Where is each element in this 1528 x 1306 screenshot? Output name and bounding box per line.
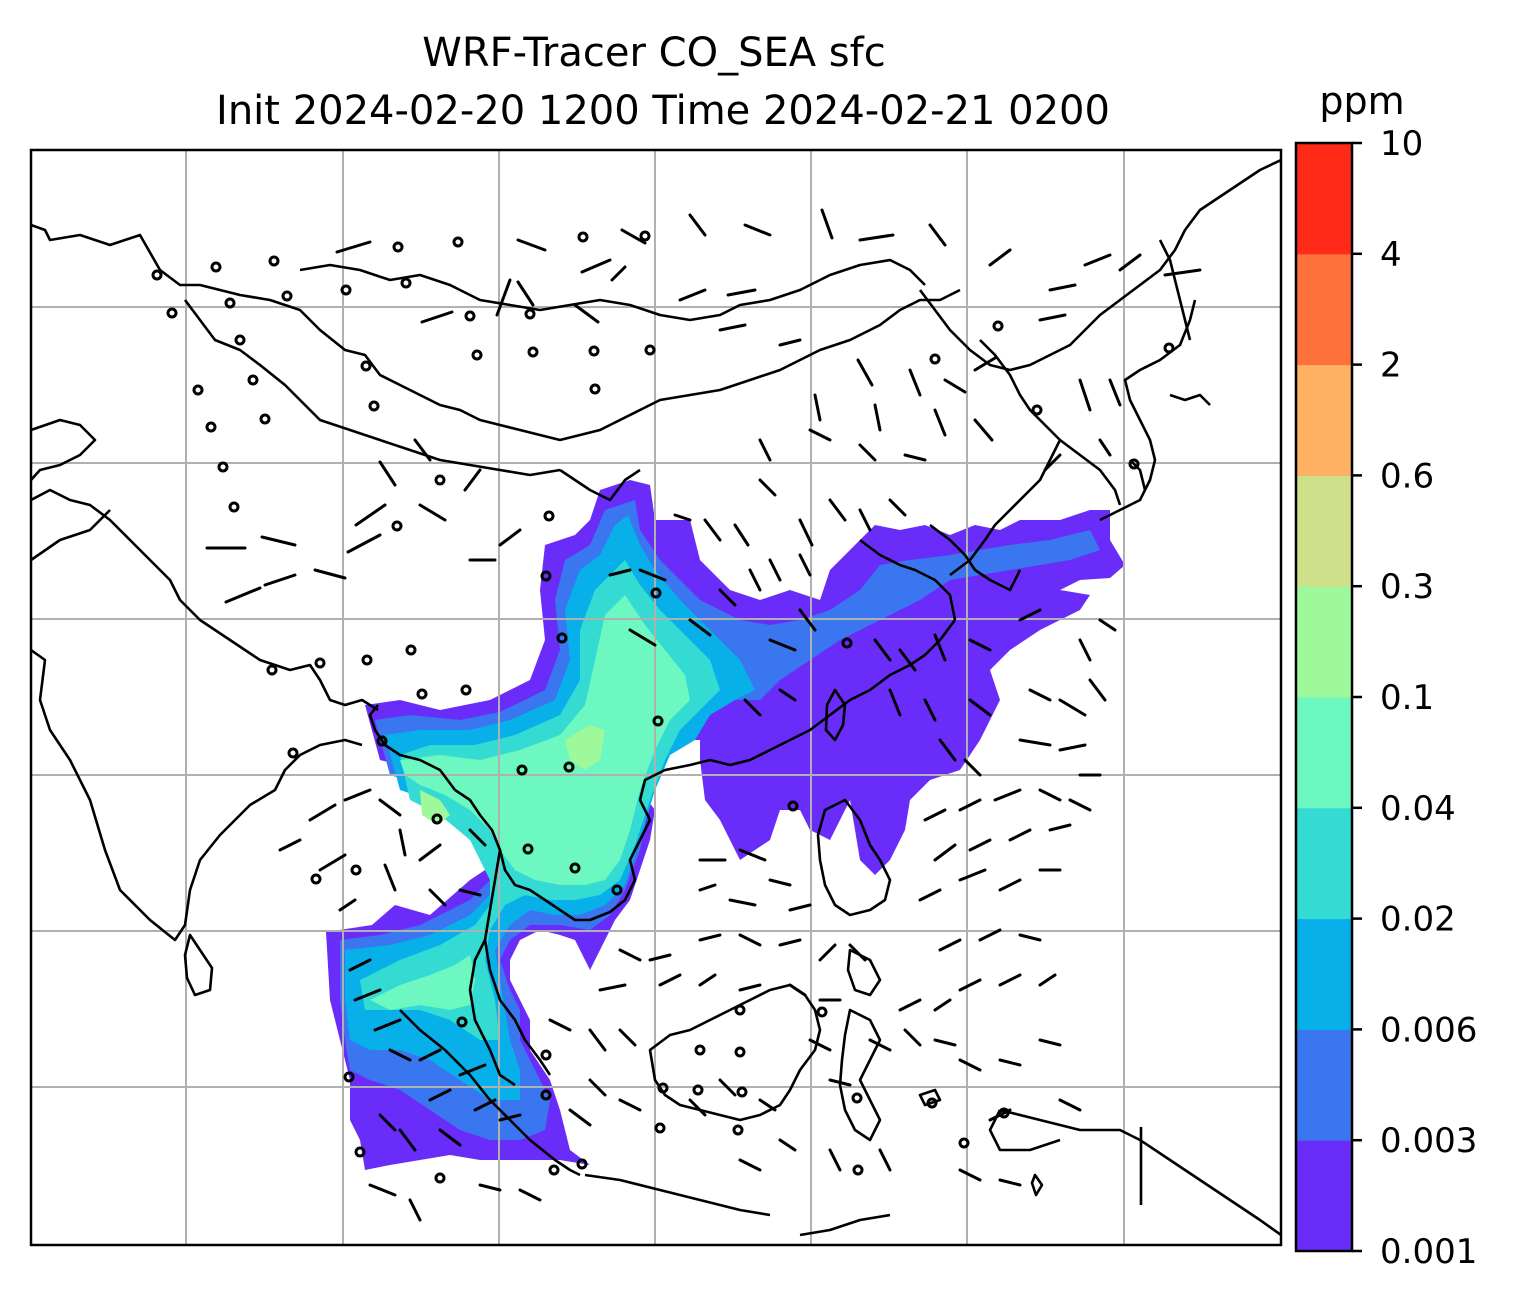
colorbar-segment (1296, 364, 1352, 476)
colorbar-segment (1296, 1140, 1352, 1252)
colorbar-tick-label: 0.1 (1380, 678, 1434, 718)
map-frame (29, 148, 1283, 1247)
colorbar-segment (1296, 475, 1352, 587)
title-line-2: Init 2024-02-20 1200 Time 2024-02-21 020… (216, 88, 1110, 134)
colorbar-unit-label: ppm (1319, 79, 1404, 123)
colorbar-segment (1296, 143, 1352, 255)
calm-markers (151, 230, 1175, 1184)
colorbar-segment (1296, 807, 1352, 920)
title-line-1: WRF-Tracer CO_SEA sfc (422, 30, 885, 76)
colorbar-segment (1296, 918, 1352, 1030)
colorbar-tick-label: 0.3 (1380, 567, 1434, 607)
tracer-fill (326, 480, 1125, 1170)
map-panel (29, 148, 1283, 1247)
colorbar-segment (1296, 253, 1352, 366)
wind-barbs (205, 208, 1202, 1222)
tracer-level-6 (565, 725, 605, 770)
colorbar-tick-label: 0.003 (1380, 1121, 1477, 1161)
colorbar-tick-label: 10 (1380, 124, 1423, 164)
colorbar-tick-label: 0.006 (1380, 1010, 1477, 1050)
colorbar-tick-label: 0.04 (1380, 789, 1456, 829)
tracer-level-5 (400, 595, 690, 885)
colorbar-segment (1296, 697, 1352, 809)
colorbar-segment (1296, 1029, 1352, 1141)
colorbar-tick-label: 0.6 (1380, 456, 1434, 496)
colorbar-tick-label: 0.02 (1380, 900, 1456, 940)
colorbar: ppm 0.001 0.003 0.006 0.02 0.04 0.1 0.3 0.6 2 4 10 (1294, 79, 1477, 1272)
colorbar-tick-label: 0.001 (1380, 1232, 1477, 1272)
colorbar-ticks: 0.001 0.003 0.006 0.02 0.04 0.1 0.3 0.6 2 4 10 (1352, 124, 1477, 1272)
tracer-level-6b (420, 790, 450, 825)
coastlines (31, 158, 1281, 1237)
colorbar-tick-label: 2 (1380, 346, 1402, 386)
tracer-level-5b (370, 955, 475, 1010)
colorbar-tick-label: 4 (1380, 235, 1402, 275)
colorbar-segments (1296, 143, 1352, 1252)
gridlines (31, 150, 1281, 1245)
tracer-level-1 (326, 480, 1125, 1170)
colorbar-segment (1296, 586, 1352, 698)
